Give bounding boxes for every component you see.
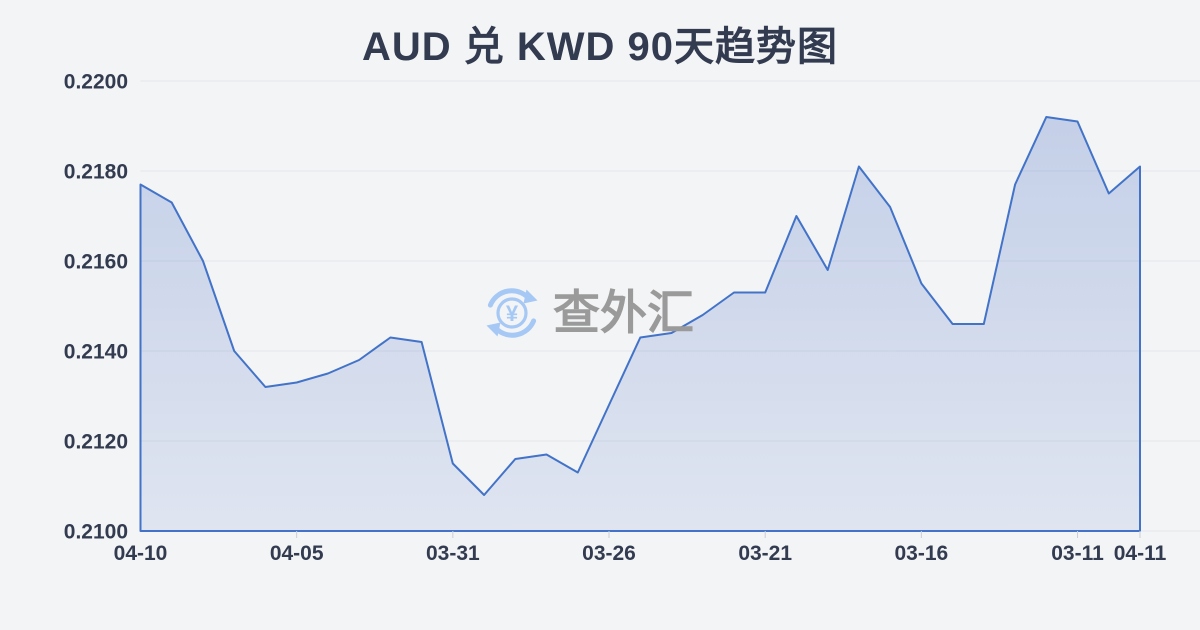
x-axis-tick-label: 03-16 — [895, 542, 949, 565]
x-axis-tick-label: 03-26 — [582, 542, 636, 565]
x-axis-tick-label: 03-21 — [738, 542, 792, 565]
x-axis-ticks — [296, 531, 1141, 538]
y-axis-tick-label: 0.2100 — [64, 521, 128, 544]
y-axis-tick-label: 0.2140 — [64, 341, 128, 364]
x-axis-tick-label: 04-11 — [1114, 542, 1167, 565]
x-axis-tick-label: 03-11 — [1051, 542, 1104, 565]
x-axis-tick-label: 04-05 — [270, 542, 324, 565]
y-axis-tick-label: 0.2120 — [64, 431, 128, 454]
x-axis-labels: 04-10 04-05 03-31 03-26 03-21 03-16 03-11 04-11 — [114, 542, 1167, 565]
chart-title: AUD 兑 KWD 90天趋势图 — [361, 25, 839, 69]
x-axis-tick-label: 03-31 — [426, 542, 480, 565]
x-axis-tick-label: 04-10 — [114, 542, 168, 565]
y-axis-labels: 0.2200 0.2180 0.2160 0.2140 0.2120 0.2100 — [64, 71, 128, 544]
area-series — [139, 116, 1141, 532]
y-axis-tick-label: 0.2180 — [64, 161, 128, 184]
y-axis-tick-label: 0.2200 — [64, 71, 128, 94]
y-axis-tick-label: 0.2160 — [64, 251, 128, 274]
